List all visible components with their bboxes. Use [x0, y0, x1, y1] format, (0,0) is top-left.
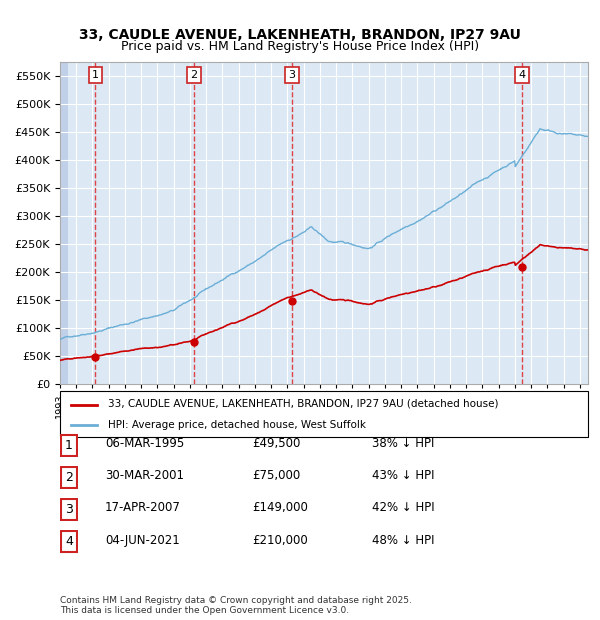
Text: 42% ↓ HPI: 42% ↓ HPI: [372, 502, 434, 514]
FancyBboxPatch shape: [61, 531, 77, 552]
Text: 48% ↓ HPI: 48% ↓ HPI: [372, 534, 434, 546]
Text: Price paid vs. HM Land Registry's House Price Index (HPI): Price paid vs. HM Land Registry's House …: [121, 40, 479, 53]
Text: 43% ↓ HPI: 43% ↓ HPI: [372, 469, 434, 482]
Text: 33, CAUDLE AVENUE, LAKENHEATH, BRANDON, IP27 9AU: 33, CAUDLE AVENUE, LAKENHEATH, BRANDON, …: [79, 28, 521, 42]
FancyBboxPatch shape: [61, 467, 77, 488]
FancyBboxPatch shape: [61, 499, 77, 520]
Text: £49,500: £49,500: [252, 437, 301, 450]
Text: £210,000: £210,000: [252, 534, 308, 546]
Text: 17-APR-2007: 17-APR-2007: [105, 502, 181, 514]
Text: Contains HM Land Registry data © Crown copyright and database right 2025.
This d: Contains HM Land Registry data © Crown c…: [60, 596, 412, 615]
Text: £75,000: £75,000: [252, 469, 300, 482]
Text: 4: 4: [65, 536, 73, 548]
Text: 4: 4: [518, 70, 525, 80]
Text: 3: 3: [65, 503, 73, 516]
Text: 30-MAR-2001: 30-MAR-2001: [105, 469, 184, 482]
FancyBboxPatch shape: [61, 435, 77, 456]
Text: 38% ↓ HPI: 38% ↓ HPI: [372, 437, 434, 450]
Text: HPI: Average price, detached house, West Suffolk: HPI: Average price, detached house, West…: [107, 420, 365, 430]
Text: 33, CAUDLE AVENUE, LAKENHEATH, BRANDON, IP27 9AU (detached house): 33, CAUDLE AVENUE, LAKENHEATH, BRANDON, …: [107, 399, 498, 409]
FancyBboxPatch shape: [60, 391, 588, 437]
Bar: [60, 62, 68, 384]
Text: 04-JUN-2021: 04-JUN-2021: [105, 534, 180, 546]
Text: 3: 3: [289, 70, 296, 80]
Text: 1: 1: [92, 70, 99, 80]
Text: £149,000: £149,000: [252, 502, 308, 514]
Text: 1: 1: [65, 439, 73, 451]
Text: 2: 2: [190, 70, 197, 80]
Text: 06-MAR-1995: 06-MAR-1995: [105, 437, 184, 450]
Text: 2: 2: [65, 471, 73, 484]
